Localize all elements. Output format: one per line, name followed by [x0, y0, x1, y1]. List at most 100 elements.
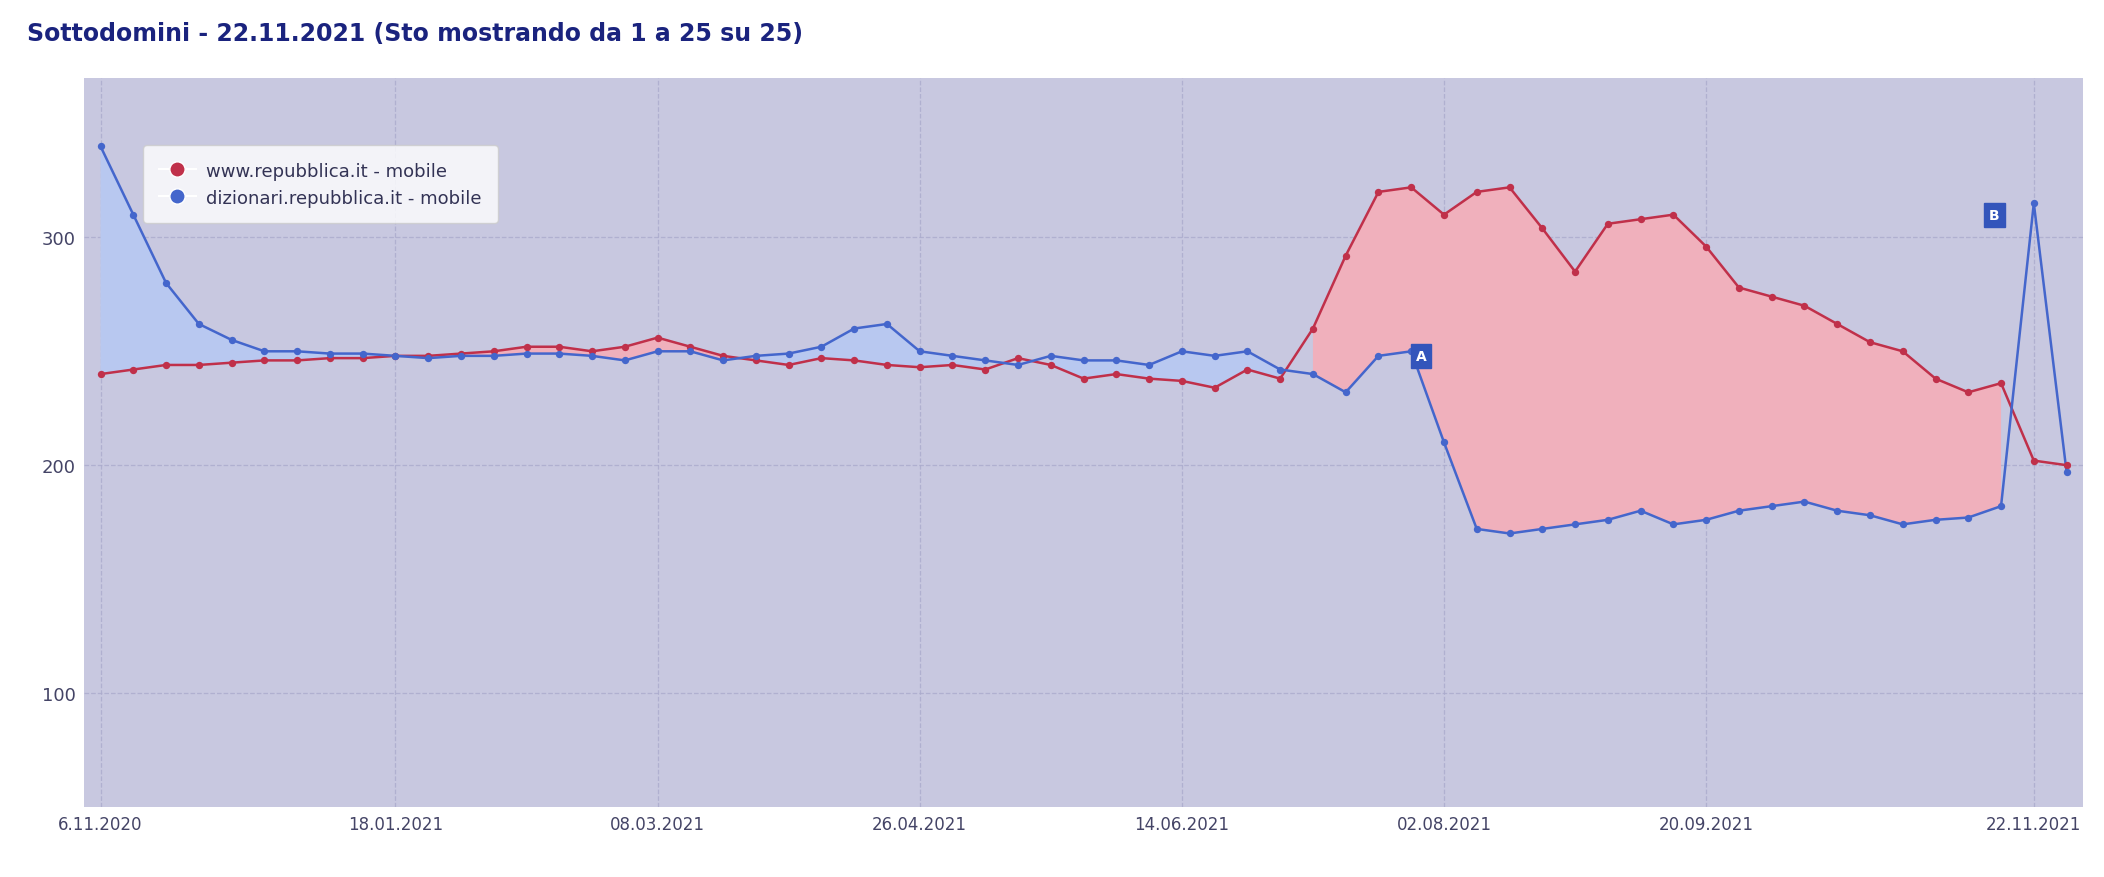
- Point: [1296, 367, 1330, 381]
- Point: [313, 352, 347, 366]
- Point: [1067, 372, 1100, 386]
- Point: [478, 349, 511, 363]
- Point: [903, 360, 936, 374]
- Point: [1427, 436, 1460, 450]
- Point: [1067, 354, 1100, 368]
- Point: [116, 209, 149, 223]
- Point: [871, 317, 905, 332]
- Point: [379, 349, 412, 363]
- Point: [1262, 363, 1296, 377]
- Point: [1492, 181, 1525, 195]
- Point: [1033, 359, 1067, 373]
- Point: [1919, 513, 1953, 527]
- Point: [1231, 363, 1265, 377]
- Point: [707, 349, 741, 363]
- Point: [642, 332, 675, 346]
- Point: [1591, 217, 1624, 232]
- Point: [1984, 500, 2018, 514]
- Point: [1656, 517, 1690, 531]
- Point: [968, 363, 1002, 377]
- Point: [936, 359, 970, 373]
- Point: [116, 363, 149, 377]
- Point: [804, 352, 837, 366]
- Point: [673, 340, 707, 354]
- Point: [183, 359, 217, 373]
- Point: [1690, 513, 1723, 527]
- Point: [149, 276, 183, 290]
- Point: [1950, 386, 1984, 400]
- Point: [1296, 322, 1330, 336]
- Point: [280, 345, 313, 359]
- Point: [1361, 186, 1395, 200]
- Point: [1262, 372, 1296, 386]
- Point: [1755, 290, 1788, 304]
- Point: [673, 345, 707, 359]
- Point: [1984, 377, 2018, 391]
- Point: [837, 354, 871, 368]
- Point: [1460, 186, 1494, 200]
- Point: [1427, 209, 1460, 223]
- Point: [2018, 197, 2051, 211]
- Point: [707, 354, 741, 368]
- Point: [280, 354, 313, 368]
- Point: [2018, 454, 2051, 468]
- Text: A: A: [1416, 349, 1427, 363]
- Point: [183, 317, 217, 332]
- Point: [509, 340, 543, 354]
- Point: [345, 352, 379, 366]
- Point: [1197, 349, 1231, 363]
- Point: [1919, 372, 1953, 386]
- Point: [1525, 222, 1559, 236]
- Point: [1820, 504, 1854, 518]
- Point: [248, 354, 282, 368]
- Legend: www.repubblica.it - mobile, dizionari.repubblica.it - mobile: www.repubblica.it - mobile, dizionari.re…: [143, 146, 499, 224]
- Point: [1854, 336, 1887, 350]
- Point: [248, 345, 282, 359]
- Point: [444, 349, 478, 363]
- Point: [1002, 352, 1035, 366]
- Point: [804, 340, 837, 354]
- Point: [1492, 527, 1525, 541]
- Point: [1624, 504, 1658, 518]
- Point: [1690, 240, 1723, 254]
- Point: [1885, 345, 1919, 359]
- Point: [772, 347, 806, 361]
- Point: [1100, 354, 1134, 368]
- Point: [84, 367, 118, 381]
- Point: [574, 345, 608, 359]
- Point: [608, 340, 642, 354]
- Point: [1166, 345, 1199, 359]
- Point: [1820, 317, 1854, 332]
- Text: B: B: [1988, 209, 1999, 223]
- Point: [903, 345, 936, 359]
- Point: [1395, 181, 1429, 195]
- Point: [1197, 381, 1231, 396]
- Point: [2049, 459, 2083, 473]
- Point: [1132, 359, 1166, 373]
- Point: [412, 352, 446, 366]
- Point: [642, 345, 675, 359]
- Point: [837, 322, 871, 336]
- Point: [1231, 345, 1265, 359]
- Point: [772, 359, 806, 373]
- Point: [509, 347, 543, 361]
- Point: [1559, 517, 1593, 531]
- Point: [84, 140, 118, 154]
- Point: [1885, 517, 1919, 531]
- Point: [1361, 349, 1395, 363]
- Point: [739, 354, 772, 368]
- Point: [1395, 345, 1429, 359]
- Point: [1788, 495, 1822, 509]
- Point: [543, 347, 576, 361]
- Point: [1166, 374, 1199, 389]
- Point: [215, 333, 248, 347]
- Point: [1525, 523, 1559, 537]
- Point: [149, 359, 183, 373]
- Point: [2049, 466, 2083, 480]
- Point: [379, 349, 412, 363]
- Point: [968, 354, 1002, 368]
- Point: [215, 356, 248, 370]
- Point: [1330, 386, 1363, 400]
- Point: [1132, 372, 1166, 386]
- Point: [871, 359, 905, 373]
